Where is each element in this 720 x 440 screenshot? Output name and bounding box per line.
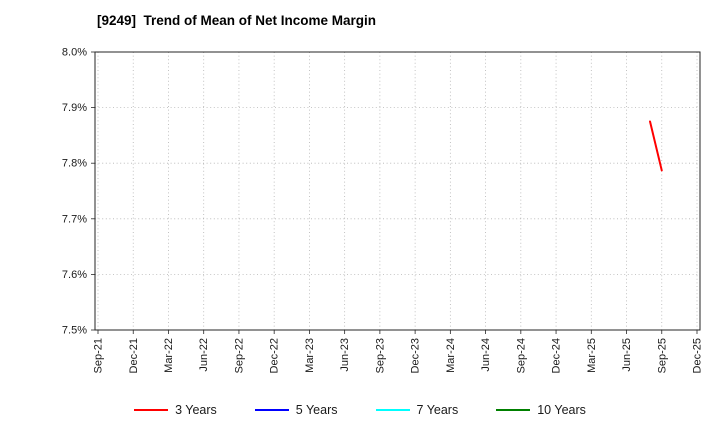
legend-item-7-years: 7 Years xyxy=(375,403,459,417)
svg-text:Sep-22: Sep-22 xyxy=(233,338,245,373)
legend-label-5-years: 5 Years xyxy=(295,403,338,417)
legend-label-10-years: 10 Years xyxy=(537,403,586,417)
svg-text:7.5%: 7.5% xyxy=(62,325,87,337)
svg-text:7.6%: 7.6% xyxy=(62,269,87,281)
svg-text:Jun-24: Jun-24 xyxy=(480,338,492,372)
svg-text:Mar-25: Mar-25 xyxy=(586,338,598,373)
svg-text:Mar-24: Mar-24 xyxy=(445,338,457,373)
svg-text:8.0%: 8.0% xyxy=(62,47,87,59)
svg-text:Dec-25: Dec-25 xyxy=(692,338,704,373)
chart-plot: 7.5% 7.6% 7.7% 7.8% 7.9% 8.0% Sep-21 Dec-21 Mar-… xyxy=(62,47,704,374)
chart-title: [9249] Trend of Mean of Net Income Margi… xyxy=(97,13,377,28)
svg-text:Mar-22: Mar-22 xyxy=(163,338,175,373)
legend-swatch-5-years-line xyxy=(254,408,289,412)
legend-swatch-10-years-line xyxy=(496,408,531,412)
series-line-3-years xyxy=(649,120,663,172)
svg-text:Jun-23: Jun-23 xyxy=(339,338,351,372)
svg-text:7.7%: 7.7% xyxy=(62,213,87,225)
svg-text:Dec-22: Dec-22 xyxy=(269,338,281,373)
legend-swatch-7-years-line xyxy=(375,408,410,412)
axes xyxy=(91,51,701,334)
svg-text:Dec-23: Dec-23 xyxy=(410,338,422,373)
tick-labels: 7.5% 7.6% 7.7% 7.8% 7.9% 8.0% Sep-21 Dec-21 Mar-… xyxy=(62,47,704,374)
legend: 3 Years 5 Years 7 Years 10 Years xyxy=(0,403,720,417)
svg-text:Dec-21: Dec-21 xyxy=(128,338,140,373)
svg-text:Jun-25: Jun-25 xyxy=(621,338,633,372)
svg-text:Sep-23: Sep-23 xyxy=(374,338,386,373)
legend-swatch-3-years-line xyxy=(134,408,169,412)
svg-text:Sep-25: Sep-25 xyxy=(656,338,668,373)
svg-text:7.8%: 7.8% xyxy=(62,158,87,170)
svg-text:Sep-21: Sep-21 xyxy=(93,338,105,373)
svg-text:7.9%: 7.9% xyxy=(62,102,87,114)
legend-item-10-years: 10 Years xyxy=(496,403,586,417)
svg-text:Sep-24: Sep-24 xyxy=(515,338,527,373)
legend-label-7-years: 7 Years xyxy=(416,403,459,417)
gridlines xyxy=(95,51,700,331)
legend-label-3-years: 3 Years xyxy=(175,403,217,417)
legend-item-3-years: 3 Years xyxy=(134,403,217,417)
svg-text:Jun-22: Jun-22 xyxy=(198,338,210,372)
svg-text:Dec-24: Dec-24 xyxy=(551,338,563,373)
svg-text:Mar-23: Mar-23 xyxy=(304,338,316,373)
legend-item-5-years: 5 Years xyxy=(254,403,338,417)
